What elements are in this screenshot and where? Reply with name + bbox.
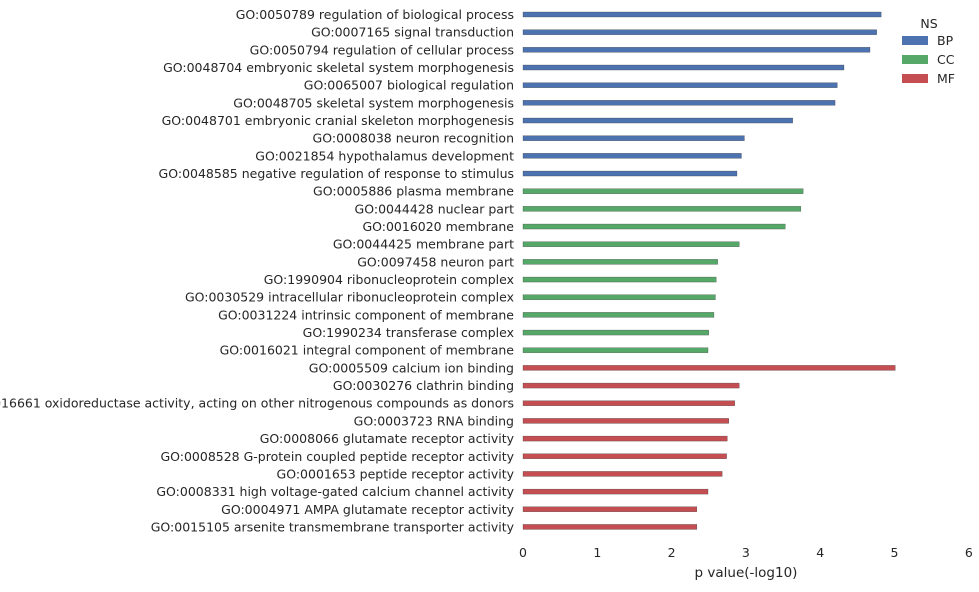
legend-swatch-mf bbox=[902, 74, 928, 83]
category-label: GO:0048701 embryonic cranial skeleton mo… bbox=[162, 113, 514, 128]
bar-bp bbox=[522, 170, 738, 177]
bar-bp bbox=[522, 29, 877, 35]
x-tick-label: 4 bbox=[816, 545, 824, 560]
category-label: GO:0003723 RNA binding bbox=[354, 413, 514, 428]
x-axis-title: p value(-log10) bbox=[695, 565, 798, 581]
category-label: GO:0005509 calcium ion binding bbox=[309, 360, 514, 375]
bar-bp bbox=[522, 153, 742, 159]
bar-cc bbox=[522, 347, 709, 353]
category-label: GO:1990904 ribonucleoprotein complex bbox=[264, 272, 514, 287]
legend: NS BP CC MF bbox=[902, 16, 955, 86]
category-label: GO:0008038 neuron recognition bbox=[313, 131, 514, 146]
category-label: GO:0016020 membrane bbox=[362, 219, 514, 234]
category-label: GO:0008528 G-protein coupled peptide rec… bbox=[160, 449, 514, 464]
bar-cc bbox=[522, 206, 802, 212]
legend-swatch-bp bbox=[902, 36, 928, 45]
bar-mf bbox=[522, 453, 727, 459]
bar-bp bbox=[522, 100, 836, 106]
bar-cc bbox=[522, 276, 717, 283]
legend-swatch-cc bbox=[902, 55, 928, 64]
category-label: GO:0008066 glutamate receptor activity bbox=[260, 431, 515, 446]
bar-bp bbox=[522, 117, 793, 124]
bar-mf bbox=[522, 400, 735, 406]
bar-cc bbox=[522, 329, 709, 336]
bar-mf bbox=[522, 365, 896, 371]
bar-cc bbox=[522, 294, 716, 300]
bar-cc bbox=[522, 223, 786, 230]
x-tick-label: 1 bbox=[593, 545, 601, 560]
bars-layer bbox=[522, 11, 896, 530]
category-label: GO:0030529 intracellular ribonucleoprote… bbox=[185, 290, 514, 305]
bar-mf bbox=[522, 524, 698, 530]
bar-mf bbox=[522, 471, 723, 477]
category-label: GO:0044425 membrane part bbox=[333, 237, 514, 252]
category-label: GO:0031224 intrinsic component of membra… bbox=[218, 307, 514, 322]
bar-cc bbox=[522, 259, 718, 265]
category-label: GO:0048705 skeletal system morphogenesis bbox=[233, 95, 514, 110]
bar-cc bbox=[522, 241, 740, 247]
category-label: GO:0016661 oxidoreductase activity, acti… bbox=[0, 396, 514, 411]
category-label: GO:0050789 regulation of biological proc… bbox=[236, 7, 514, 22]
x-axis: 0 1 2 3 4 5 6 bbox=[519, 545, 973, 560]
x-tick-label: 3 bbox=[742, 545, 750, 560]
bar-mf bbox=[522, 488, 709, 495]
bar-bp bbox=[522, 47, 871, 53]
category-label: GO:0015105 arsenite transmembrane transp… bbox=[151, 519, 515, 534]
category-label: GO:0008331 high voltage-gated calcium ch… bbox=[156, 484, 514, 499]
bar-bp bbox=[522, 82, 838, 88]
bar-bp bbox=[522, 64, 845, 71]
bar-mf bbox=[522, 418, 729, 424]
category-label: GO:0097458 neuron part bbox=[357, 254, 514, 269]
category-label: GO:0065007 biological regulation bbox=[304, 78, 514, 93]
x-tick-label: 2 bbox=[668, 545, 676, 560]
legend-label: MF bbox=[937, 71, 955, 86]
bar-cc bbox=[522, 188, 804, 194]
bar-mf bbox=[522, 506, 698, 512]
category-label: GO:0016021 integral component of membran… bbox=[220, 343, 515, 358]
category-label: GO:0021854 hypothalamus development bbox=[255, 148, 514, 163]
bar-cc bbox=[522, 312, 715, 318]
category-label: GO:0001653 peptide receptor activity bbox=[277, 466, 515, 481]
category-label: GO:0048585 negative regulation of respon… bbox=[159, 166, 514, 181]
bar-mf bbox=[522, 382, 740, 389]
category-label: GO:1990234 transferase complex bbox=[303, 325, 514, 340]
x-tick-label: 5 bbox=[891, 545, 899, 560]
category-label: GO:0030276 clathrin binding bbox=[333, 378, 514, 393]
bar-bp bbox=[522, 135, 745, 141]
legend-title: NS bbox=[920, 16, 937, 31]
legend-label: CC bbox=[937, 52, 955, 67]
x-tick-label: 6 bbox=[965, 545, 973, 560]
category-label: GO:0005886 plasma membrane bbox=[313, 184, 514, 199]
x-tick-label: 0 bbox=[519, 545, 527, 560]
category-label: GO:0048704 embryonic skeletal system mor… bbox=[163, 60, 514, 75]
bar-mf bbox=[522, 435, 728, 442]
legend-label: BP bbox=[937, 33, 954, 48]
category-label: GO:0007165 signal transduction bbox=[311, 25, 514, 40]
category-label: GO:0050794 regulation of cellular proces… bbox=[250, 42, 514, 57]
bar-bp bbox=[522, 11, 882, 18]
category-label: GO:0004971 AMPA glutamate receptor activ… bbox=[221, 502, 514, 517]
category-labels: GO:0050789 regulation of biological proc… bbox=[0, 7, 515, 534]
category-label: GO:0044428 nuclear part bbox=[355, 201, 515, 216]
